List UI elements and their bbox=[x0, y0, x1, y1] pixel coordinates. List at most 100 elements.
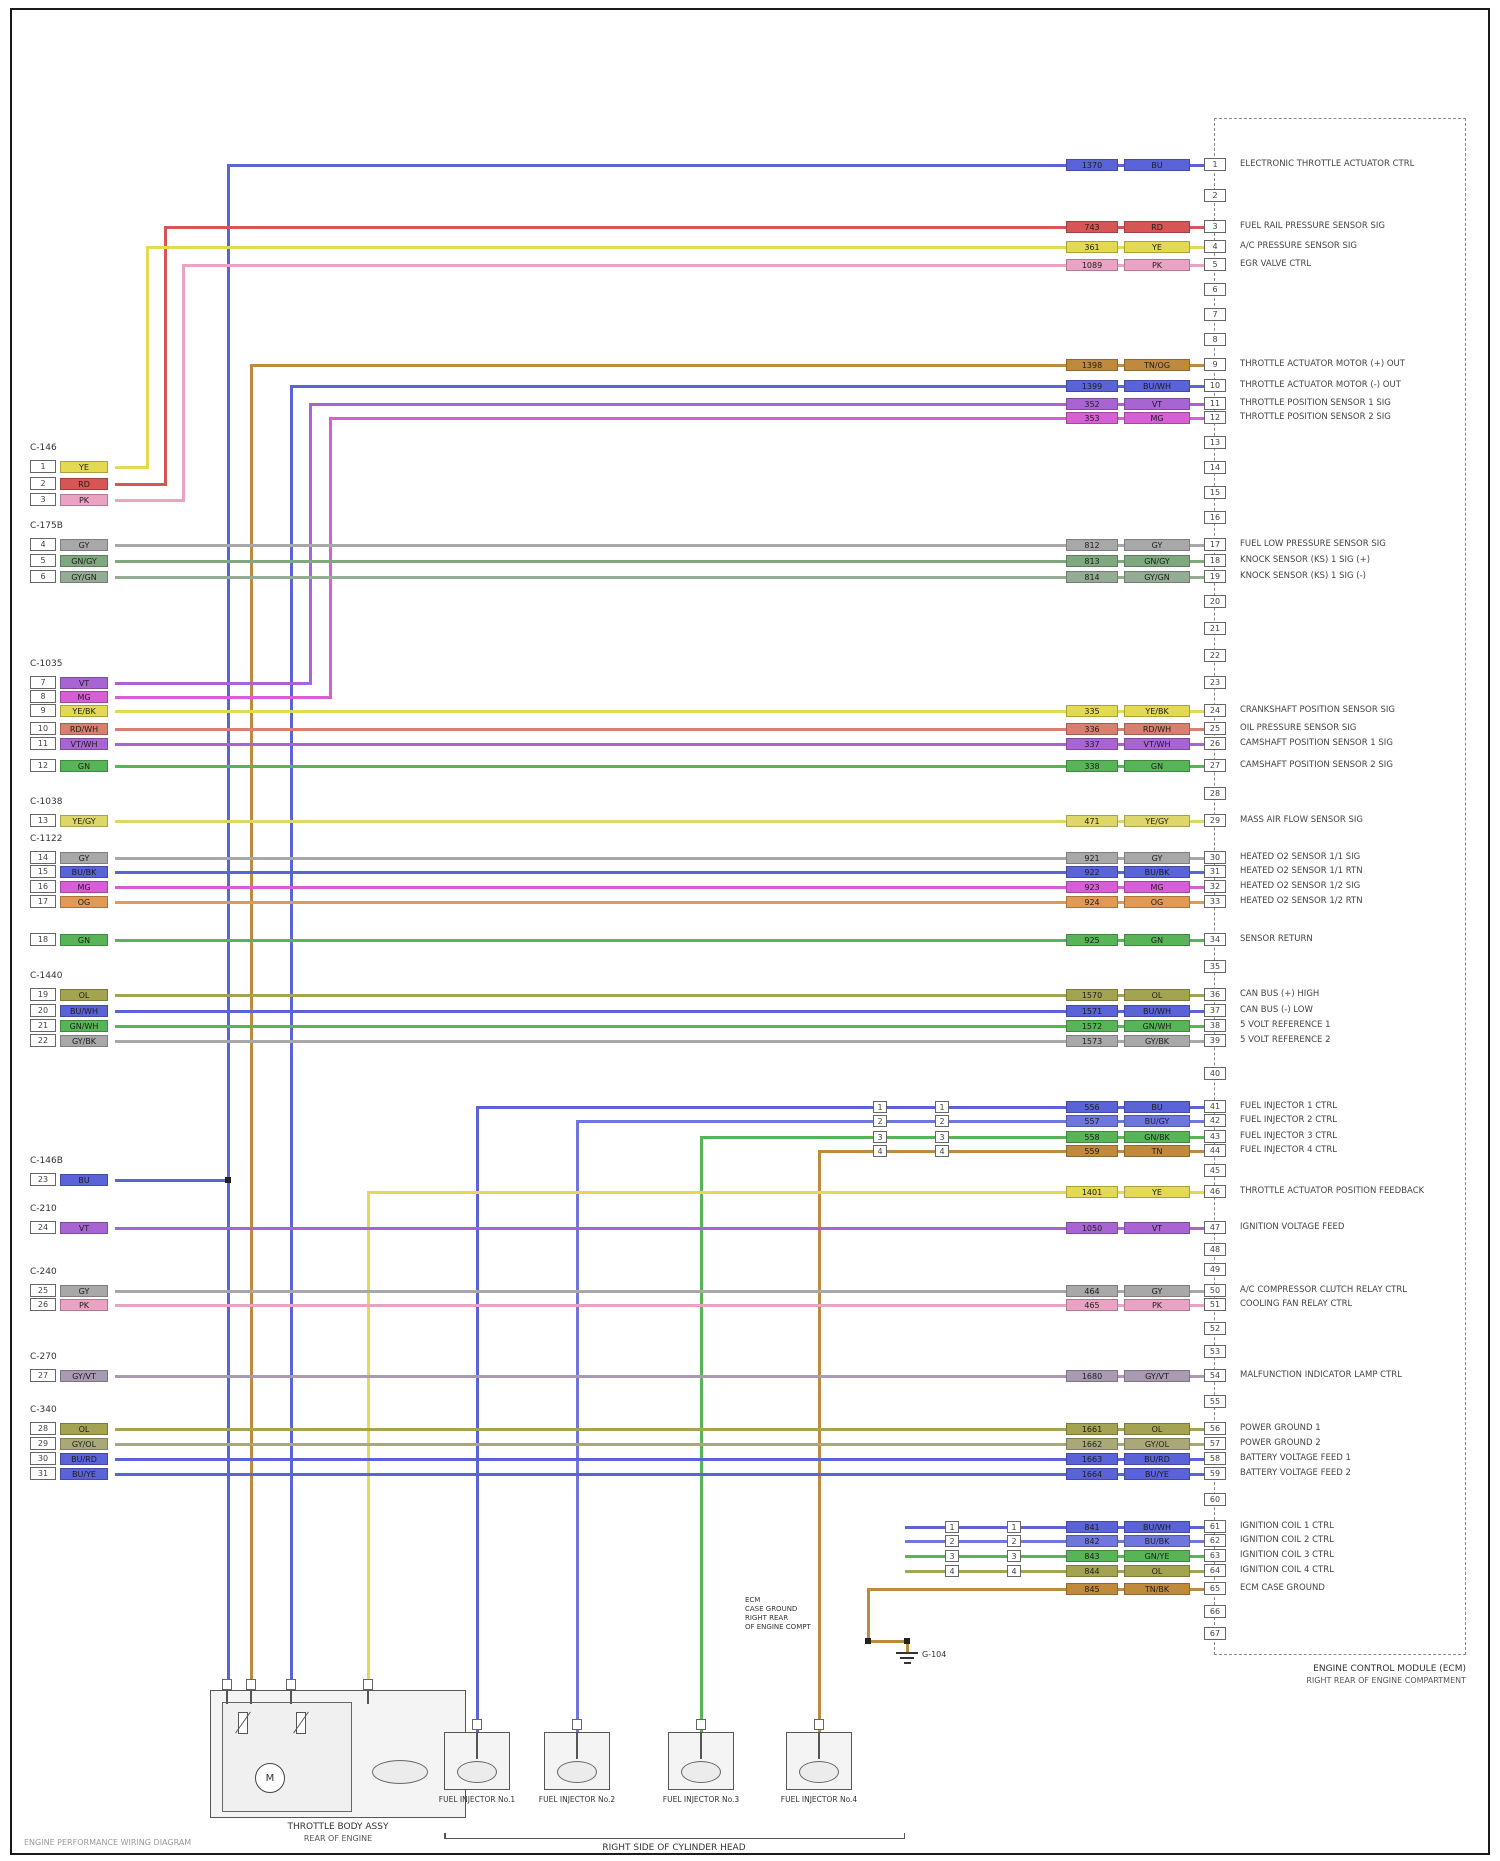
internal-lead bbox=[576, 1732, 578, 1759]
circuit-number-chip: 1662 bbox=[1066, 1438, 1118, 1450]
wire-tp1-sig bbox=[115, 681, 310, 685]
ecu-signal-label: MASS AIR FLOW SENSOR SIG bbox=[1240, 815, 1363, 825]
wire-color-chip: OG bbox=[60, 896, 108, 908]
wire-color-chip: YE bbox=[1124, 1186, 1190, 1198]
circuit-number-chip: 338 bbox=[1066, 760, 1118, 772]
footer-note: ENGINE PERFORMANCE WIRING DIAGRAM bbox=[24, 1838, 192, 1847]
connector-pin: 9 bbox=[30, 704, 56, 717]
wire-inj3-ctrl bbox=[701, 1135, 1215, 1139]
connector-header: C-340 bbox=[30, 1405, 57, 1415]
circuit-number-chip: 1050 bbox=[1066, 1222, 1118, 1234]
circuit-number-chip: 335 bbox=[1066, 705, 1118, 717]
wire-ho2s12-sig bbox=[115, 885, 1215, 889]
wire-color-chip: OL bbox=[60, 1423, 108, 1435]
circuit-number-chip: 923 bbox=[1066, 881, 1118, 893]
circuit-number-chip: 337 bbox=[1066, 738, 1118, 750]
wire-color-chip: GY bbox=[1124, 1285, 1190, 1297]
ecu-pin: 19 bbox=[1204, 570, 1226, 583]
wire-color-chip: GY bbox=[60, 852, 108, 864]
ecu-signal-label: CAMSHAFT POSITION SENSOR 2 SIG bbox=[1240, 760, 1393, 770]
junction-dot bbox=[865, 1638, 871, 1644]
wire-color-chip: GY bbox=[1124, 539, 1190, 551]
wire-color-chip: BU/YE bbox=[1124, 1468, 1190, 1480]
wire-maf-sig bbox=[115, 819, 1215, 823]
connector-pin: 11 bbox=[30, 737, 56, 750]
wire-color-chip: OL bbox=[1124, 1565, 1190, 1577]
ecu-pin: 15 bbox=[1204, 486, 1226, 499]
ecu-pin: 4 bbox=[1204, 240, 1226, 253]
wire-pwr-gnd2 bbox=[115, 1442, 1215, 1446]
wire-color-chip: RD/WH bbox=[60, 723, 108, 735]
ecu-pin: 42 bbox=[1204, 1114, 1226, 1127]
wire-cmp1-sig bbox=[115, 742, 1215, 746]
brace-label: RIGHT SIDE OF CYLINDER HEAD bbox=[602, 1843, 746, 1853]
tp-sensor-symbol bbox=[238, 1712, 248, 1734]
ecu-pin: 51 bbox=[1204, 1298, 1226, 1311]
connector-pin: 1 bbox=[30, 460, 56, 473]
ecu-pin: 34 bbox=[1204, 933, 1226, 946]
injector-coil-symbol bbox=[557, 1761, 597, 1783]
wire-tp2-sig bbox=[115, 695, 330, 699]
circuit-number-chip: 558 bbox=[1066, 1131, 1118, 1143]
page-border bbox=[10, 8, 1490, 1855]
ecu-pin: 48 bbox=[1204, 1243, 1226, 1256]
connector-pin: 30 bbox=[30, 1452, 56, 1465]
inline-connector-pin: 3 bbox=[873, 1131, 887, 1143]
ecu-signal-label: THROTTLE ACTUATOR POSITION FEEDBACK bbox=[1240, 1186, 1425, 1196]
circuit-number-chip: 743 bbox=[1066, 221, 1118, 233]
wire-tp2-sig bbox=[328, 416, 332, 699]
circuit-number-chip: 922 bbox=[1066, 866, 1118, 878]
wire-color-chip: BU/BK bbox=[1124, 866, 1190, 878]
ecu-signal-label: CAN BUS (+) HIGH bbox=[1240, 989, 1320, 999]
wire-mil-ctrl bbox=[115, 1374, 1215, 1378]
ecu-pin: 45 bbox=[1204, 1164, 1226, 1177]
wire-color-chip: BU/RD bbox=[60, 1453, 108, 1465]
ecu-pin: 46 bbox=[1204, 1185, 1226, 1198]
circuit-number-chip: 1571 bbox=[1066, 1005, 1118, 1017]
ecu-pin: 62 bbox=[1204, 1534, 1226, 1547]
connector-pin: 12 bbox=[30, 759, 56, 772]
circuit-number-chip: 1663 bbox=[1066, 1453, 1118, 1465]
ground-note-line: CASE GROUND bbox=[745, 1605, 798, 1613]
wire-vref1 bbox=[115, 1024, 1215, 1028]
ecu-signal-label: HEATED O2 SENSOR 1/1 RTN bbox=[1240, 866, 1363, 876]
ecu-signal-label: SENSOR RETURN bbox=[1240, 934, 1313, 944]
internal-lead bbox=[367, 1690, 369, 1704]
inline-connector-pin: 4 bbox=[873, 1145, 887, 1157]
wire-color-chip: GN bbox=[1124, 934, 1190, 946]
ecu-pin: 65 bbox=[1204, 1582, 1226, 1595]
circuit-number-chip: 1680 bbox=[1066, 1370, 1118, 1382]
ecu-pin: 28 bbox=[1204, 787, 1226, 800]
wire-frp-sig bbox=[163, 225, 167, 486]
wire-acp-sig bbox=[115, 465, 147, 469]
circuit-number-chip: 464 bbox=[1066, 1285, 1118, 1297]
connector-pin: 20 bbox=[30, 1004, 56, 1017]
ecu-pin: 63 bbox=[1204, 1549, 1226, 1562]
injector-label: FUEL INJECTOR No.2 bbox=[538, 1795, 616, 1804]
injector-coil-symbol bbox=[681, 1761, 721, 1783]
circuit-number-chip: 1572 bbox=[1066, 1020, 1118, 1032]
ecu-pin: 12 bbox=[1204, 411, 1226, 424]
wire-color-chip: GY/GN bbox=[60, 571, 108, 583]
wire-color-chip: BU/WH bbox=[1124, 380, 1190, 392]
throttle-label-line1: THROTTLE BODY ASSY bbox=[287, 1822, 389, 1832]
inline-connector-pin: 4 bbox=[1007, 1565, 1021, 1577]
ecu-pin: 64 bbox=[1204, 1564, 1226, 1577]
ecu-pin: 59 bbox=[1204, 1467, 1226, 1480]
connector-pin: 23 bbox=[30, 1173, 56, 1186]
wire-tac-feedback bbox=[368, 1190, 1215, 1194]
ecu-signal-label: THROTTLE POSITION SENSOR 1 SIG bbox=[1240, 398, 1391, 408]
wire-case-gnd bbox=[905, 1639, 909, 1654]
wire-vref2 bbox=[115, 1039, 1215, 1043]
injector-label: FUEL INJECTOR No.1 bbox=[438, 1795, 516, 1804]
ecu-signal-label: FUEL INJECTOR 1 CTRL bbox=[1240, 1101, 1337, 1111]
ecu-signal-label: COOLING FAN RELAY CTRL bbox=[1240, 1299, 1353, 1309]
ecu-pin: 57 bbox=[1204, 1437, 1226, 1450]
wire-color-chip: PK bbox=[1124, 1299, 1190, 1311]
circuit-number-chip: 353 bbox=[1066, 412, 1118, 424]
ecu-pin: 56 bbox=[1204, 1422, 1226, 1435]
connector-pin: 21 bbox=[30, 1019, 56, 1032]
ecu-signal-label: FUEL LOW PRESSURE SENSOR SIG bbox=[1240, 539, 1386, 549]
circuit-number-chip: 556 bbox=[1066, 1101, 1118, 1113]
wire-tac-motor-neg bbox=[291, 384, 1215, 388]
